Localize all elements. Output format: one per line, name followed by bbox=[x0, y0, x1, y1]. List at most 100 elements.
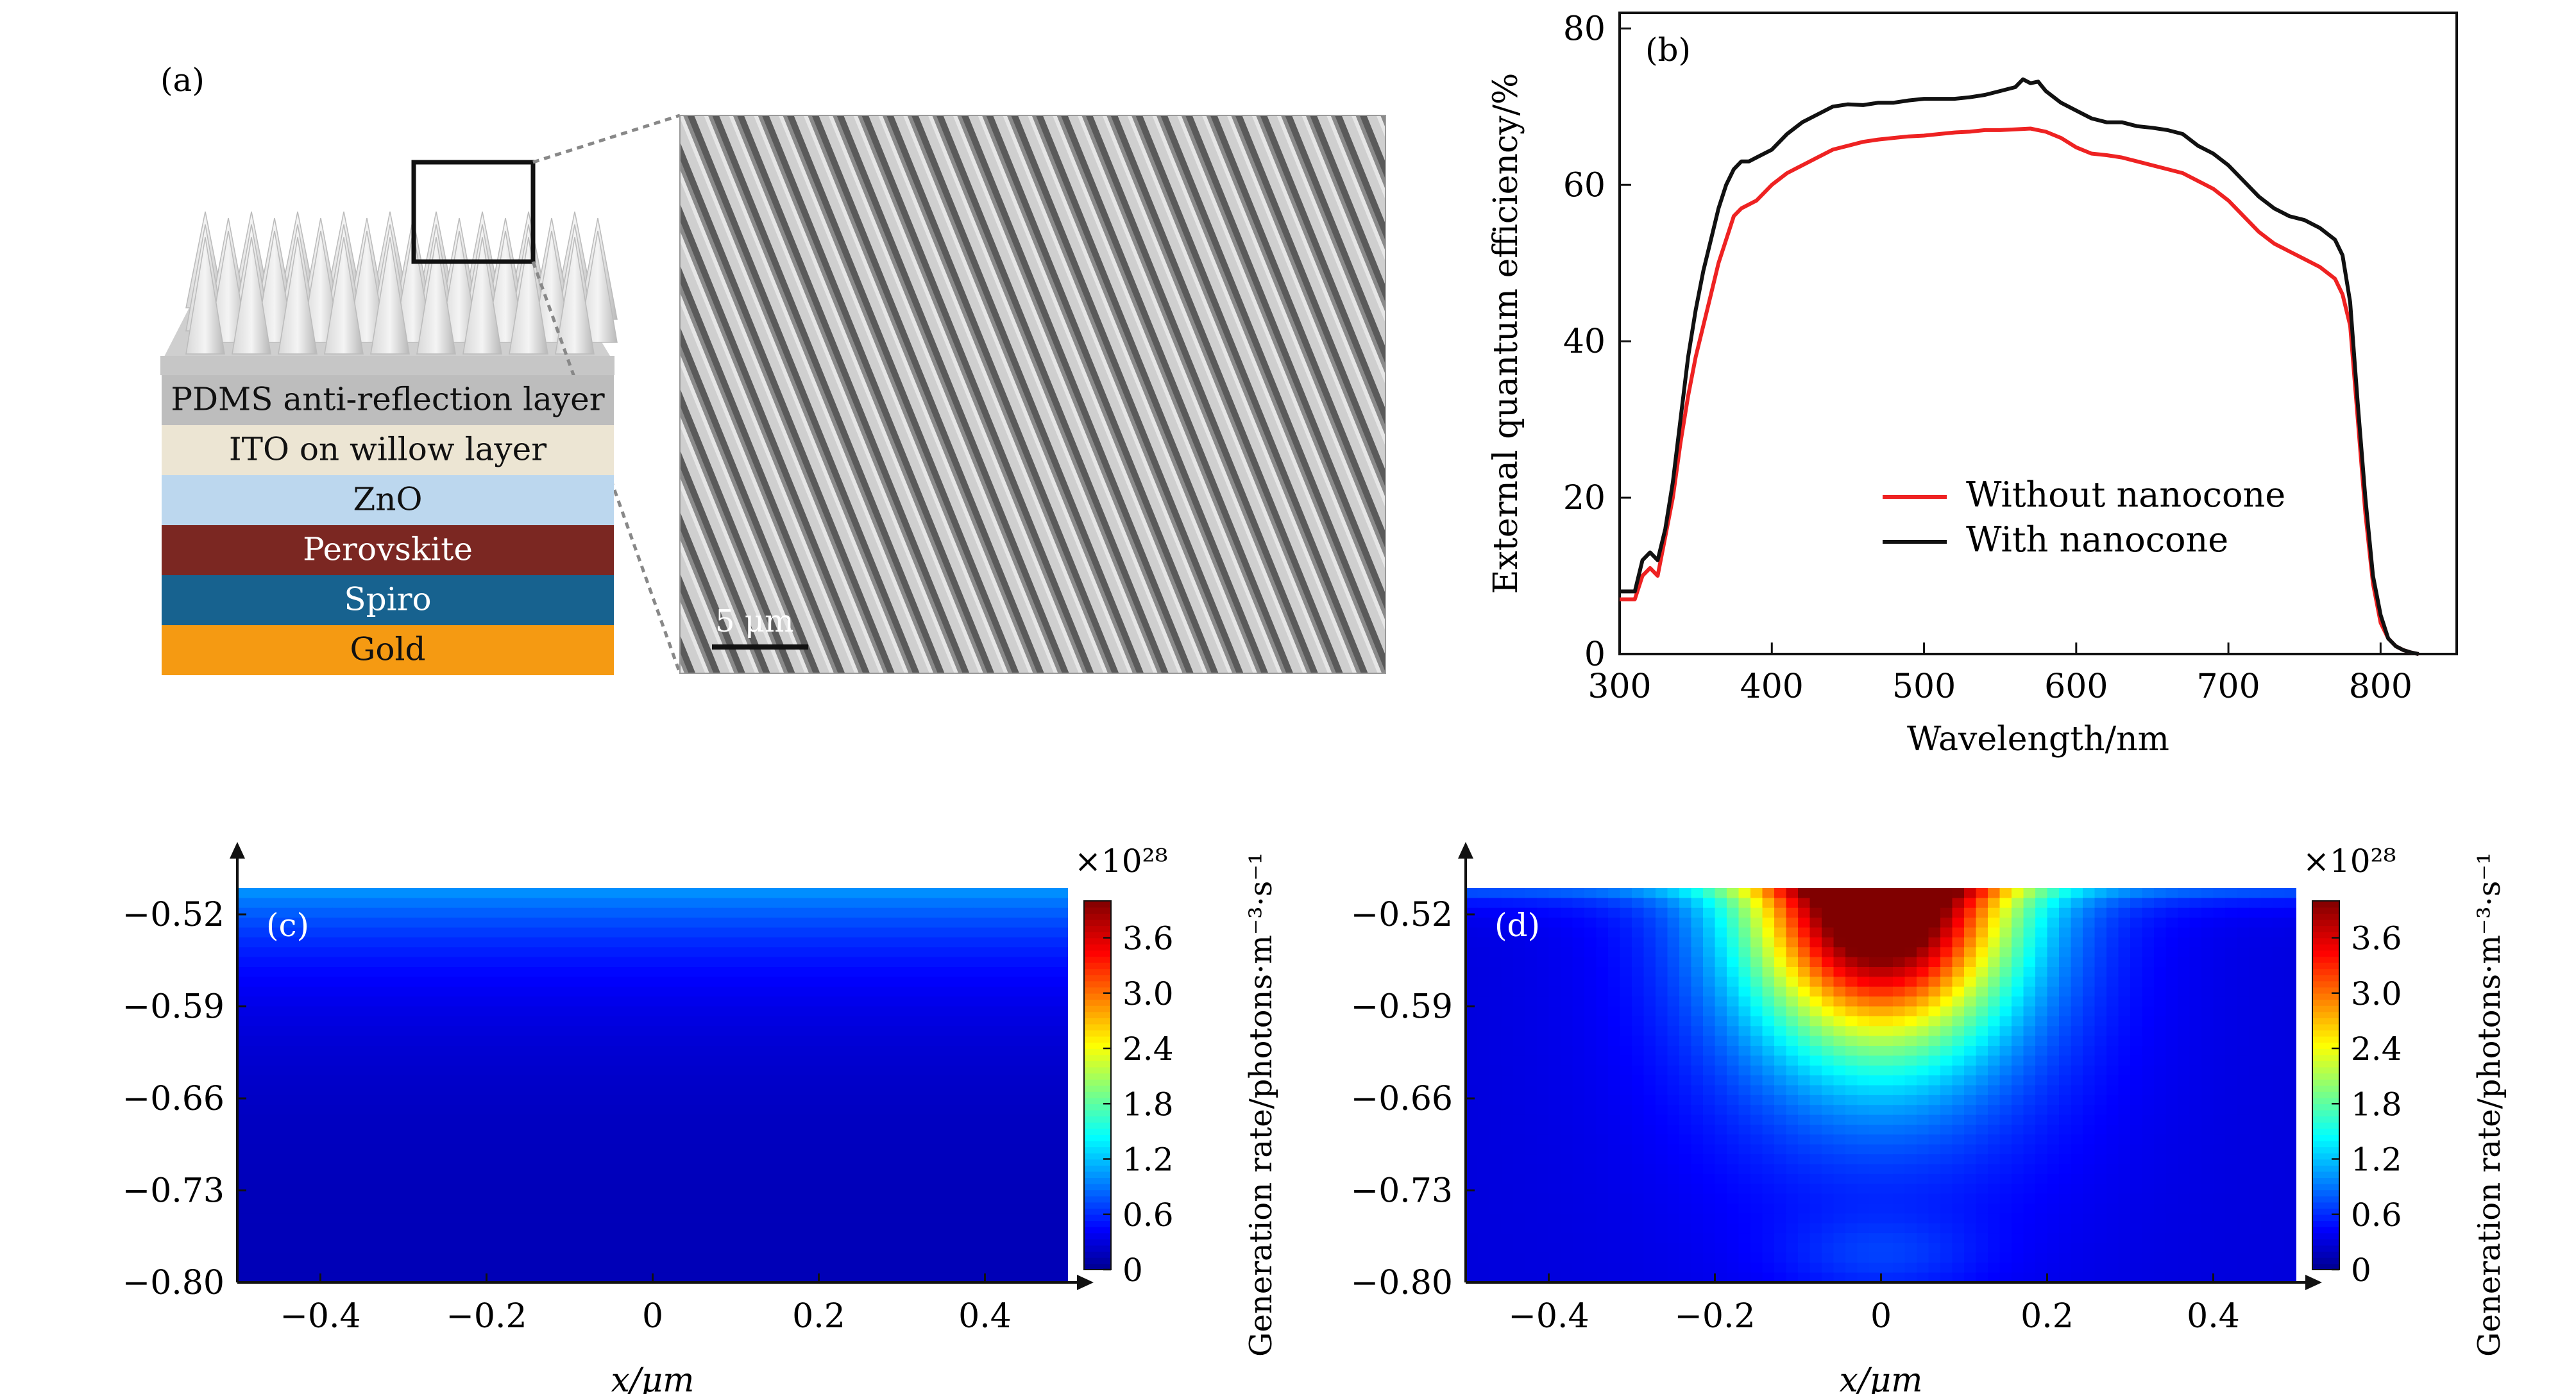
heatmap-cell bbox=[747, 1095, 760, 1106]
heatmap-cell bbox=[842, 927, 855, 938]
heatmap-cell bbox=[273, 1065, 285, 1076]
heatmap-cell bbox=[1964, 977, 1977, 987]
heatmap-cell bbox=[2083, 1006, 2096, 1017]
heatmap-cell bbox=[1525, 986, 1538, 997]
heatmap-cell bbox=[249, 1105, 262, 1116]
heatmap-cell bbox=[2012, 1006, 2024, 1017]
heatmap-cell bbox=[641, 1243, 654, 1254]
heatmap-cell bbox=[439, 1095, 452, 1106]
heatmap-cell bbox=[1869, 986, 1882, 997]
heatmap-cell bbox=[1632, 967, 1645, 978]
heatmap-cell bbox=[605, 907, 618, 918]
heatmap-cell bbox=[2225, 907, 2238, 918]
heatmap-cell bbox=[937, 957, 950, 968]
heatmap-cell bbox=[712, 957, 725, 968]
heatmap-cell bbox=[641, 986, 654, 997]
heatmap-cell bbox=[1466, 1026, 1479, 1037]
heatmap-cell bbox=[2260, 1134, 2273, 1145]
heatmap-cell bbox=[736, 918, 749, 928]
heatmap-cell bbox=[391, 1125, 404, 1136]
heatmap-cell bbox=[403, 1233, 416, 1244]
heatmap-cell bbox=[890, 1223, 902, 1234]
scalebar bbox=[712, 644, 808, 650]
heatmap-cell bbox=[1786, 888, 1799, 899]
heatmap-cell bbox=[1056, 1144, 1068, 1155]
heatmap-cell bbox=[1703, 898, 1716, 909]
heatmap-cell bbox=[380, 1055, 393, 1066]
heatmap-cell bbox=[546, 1085, 559, 1096]
colorbar-segment bbox=[1084, 1116, 1111, 1123]
heatmap-cell bbox=[320, 1006, 333, 1017]
heatmap-cell bbox=[973, 1036, 986, 1046]
heatmap-cell bbox=[296, 1075, 309, 1086]
heatmap-cell bbox=[2142, 1134, 2155, 1145]
heatmap-cell bbox=[1044, 1026, 1057, 1037]
heatmap-cell bbox=[1940, 1016, 1953, 1027]
heatmap-cell bbox=[1679, 1046, 1692, 1057]
heatmap-cell bbox=[926, 1213, 938, 1224]
heatmap-cell bbox=[557, 1164, 570, 1175]
heatmap-cell bbox=[1501, 1095, 1514, 1106]
heatmap-cell bbox=[403, 1252, 416, 1264]
heatmap-cell bbox=[2047, 977, 2060, 987]
heatmap-cell bbox=[1620, 907, 1632, 918]
heatmap-cell bbox=[1584, 1164, 1597, 1175]
heatmap-cell bbox=[403, 1193, 416, 1204]
heatmap-cell bbox=[629, 1252, 641, 1264]
heatmap-cell bbox=[296, 1114, 309, 1125]
heatmap-cell bbox=[1727, 996, 1740, 1007]
heatmap-cell bbox=[237, 1252, 250, 1264]
heatmap-cell bbox=[439, 1252, 452, 1264]
heatmap-cell bbox=[1596, 1046, 1609, 1057]
heatmap-cell bbox=[1703, 996, 1716, 1007]
heatmap-cell bbox=[237, 1125, 250, 1136]
heatmap-cell bbox=[261, 898, 274, 909]
heatmap-cell bbox=[1608, 1026, 1621, 1037]
heatmap-cell bbox=[486, 1114, 499, 1125]
heatmap-cell bbox=[1928, 1046, 1941, 1057]
heatmap-cell bbox=[1691, 1036, 1704, 1046]
heatmap-cell bbox=[2047, 957, 2060, 968]
heatmap-cell bbox=[356, 1016, 369, 1027]
heatmap-cell bbox=[2213, 1016, 2226, 1027]
heatmap-cell bbox=[1561, 898, 1573, 909]
heatmap-cell bbox=[854, 1134, 867, 1145]
heatmap-cell bbox=[1845, 1036, 1858, 1046]
heatmap-cell bbox=[475, 977, 487, 987]
heatmap-cell bbox=[498, 937, 511, 948]
heatmap-cell bbox=[1762, 1105, 1775, 1116]
heatmap-cell bbox=[1489, 957, 1502, 968]
heatmap-cell bbox=[1691, 1046, 1704, 1057]
heatmap-cell bbox=[617, 1173, 630, 1185]
heatmap-cell bbox=[2154, 1114, 2167, 1125]
heatmap-cell bbox=[1940, 996, 1953, 1007]
heatmap-cell bbox=[546, 1144, 559, 1155]
heatmap-cell bbox=[890, 1173, 902, 1185]
heatmap-cell bbox=[2118, 947, 2131, 958]
heatmap-cell bbox=[890, 1233, 902, 1244]
heatmap-cell bbox=[1940, 1026, 1953, 1037]
heatmap-cell bbox=[1548, 977, 1561, 987]
heatmap-cell bbox=[510, 967, 523, 978]
heatmap-cell bbox=[700, 1065, 713, 1076]
y-tick-label-b: 0 bbox=[1584, 635, 1606, 674]
heatmap-cell bbox=[309, 1243, 321, 1254]
heatmap-cell bbox=[1964, 947, 1977, 958]
heatmap-cell bbox=[1584, 1085, 1597, 1096]
heatmap-cell bbox=[451, 1026, 464, 1037]
heatmap-cell bbox=[546, 1016, 559, 1027]
heatmap-cell bbox=[2059, 1026, 2072, 1037]
heatmap-cell bbox=[736, 1213, 749, 1224]
heatmap-cell bbox=[451, 1272, 464, 1282]
heatmap-cell bbox=[1940, 1134, 1953, 1145]
heatmap-cell bbox=[570, 1272, 582, 1282]
heatmap-cell bbox=[1466, 1085, 1479, 1096]
heatmap-cell bbox=[2260, 1095, 2273, 1106]
heatmap-cell bbox=[1620, 967, 1632, 978]
heatmap-cell bbox=[593, 1223, 606, 1234]
heatmap-cell bbox=[1656, 1085, 1668, 1096]
heatmap-cell bbox=[831, 1055, 843, 1066]
heatmap-cell bbox=[783, 1144, 796, 1155]
heatmap-cell bbox=[1032, 1105, 1045, 1116]
heatmap-cell bbox=[724, 1272, 736, 1282]
